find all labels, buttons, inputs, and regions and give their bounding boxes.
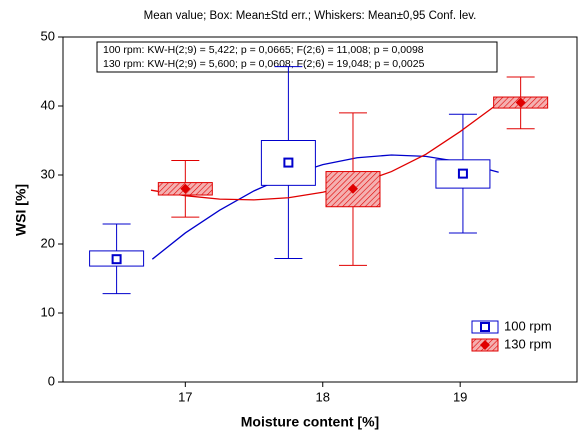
- mean-marker: [180, 183, 191, 194]
- y-axis-label: WSI [%]: [13, 184, 29, 236]
- y-tick-label: 30: [41, 166, 55, 181]
- y-tick-label: 50: [41, 28, 55, 43]
- legend-label: 100 rpm: [504, 318, 552, 333]
- mean-marker: [457, 168, 468, 179]
- x-tick-label: 18: [316, 389, 330, 404]
- y-tick-label: 40: [41, 97, 55, 112]
- x-axis-label: Moisture content [%]: [241, 414, 379, 430]
- mean-marker: [347, 183, 358, 194]
- legend-marker: [480, 340, 490, 350]
- x-tick-label: 19: [453, 389, 467, 404]
- mean-marker: [111, 254, 122, 265]
- legend-marker: [480, 322, 490, 332]
- mean-marker: [515, 97, 526, 108]
- x-tick-label: 17: [178, 389, 192, 404]
- fit-curve: [150, 102, 500, 201]
- plot-frame: [62, 36, 578, 383]
- mean-marker: [283, 157, 294, 168]
- fit-curve: [151, 154, 499, 260]
- annotation: 100 rpm: KW-H(2;9) = 5,422; p = 0,0665; …: [103, 44, 424, 56]
- annotation: 130 rpm: KW-H(2;9) = 5,600; p = 0,0608; …: [103, 58, 425, 70]
- y-tick-label: 10: [41, 304, 55, 319]
- chart-title: Mean value; Box: Mean±Std err.; Whiskers…: [144, 10, 477, 22]
- y-tick-label: 0: [48, 373, 55, 388]
- y-tick-label: 20: [41, 235, 55, 250]
- legend-label: 130 rpm: [504, 336, 552, 351]
